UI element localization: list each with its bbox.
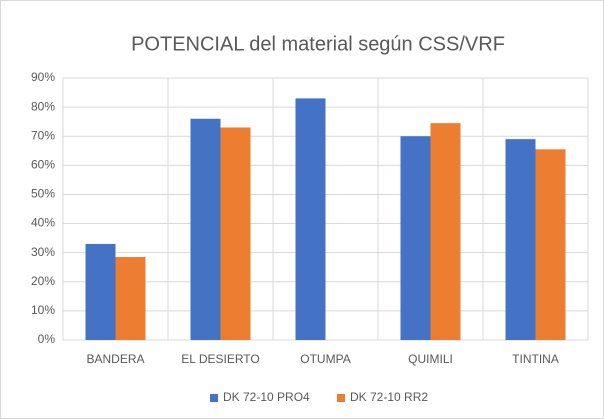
y-tick-label: 50% (31, 187, 55, 201)
x-tick-label: QUIMILI (408, 352, 453, 366)
legend-swatch (210, 394, 218, 402)
bar (400, 136, 431, 340)
y-tick-label: 20% (31, 274, 55, 288)
legend-swatch (337, 394, 345, 402)
legend-label: DK 72-10 PRO4 (223, 390, 310, 404)
bar (115, 257, 146, 340)
bar (190, 118, 221, 340)
legend-label: DK 72-10 RR2 (350, 390, 428, 404)
bar (85, 243, 116, 340)
x-tick-label: EL DESIERTO (181, 352, 259, 366)
bar (295, 98, 326, 340)
y-tick-label: 40% (31, 216, 55, 230)
y-tick-label: 90% (31, 70, 55, 84)
y-tick-label: 80% (31, 99, 55, 113)
y-tick-label: 30% (31, 245, 55, 259)
bar (220, 127, 251, 340)
x-tick-label: TINTINA (512, 352, 559, 366)
x-tick-label: OTUMPA (300, 352, 350, 366)
y-tick-label: 0% (38, 332, 56, 346)
chart-title: POTENCIAL del material según CSS/VRF (131, 33, 505, 55)
y-tick-label: 60% (31, 158, 55, 172)
y-tick-label: 70% (31, 128, 55, 142)
bar (505, 139, 536, 340)
x-tick-label: BANDERA (86, 352, 144, 366)
bar (535, 149, 566, 340)
bar (430, 123, 461, 340)
y-tick-label: 10% (31, 303, 55, 317)
